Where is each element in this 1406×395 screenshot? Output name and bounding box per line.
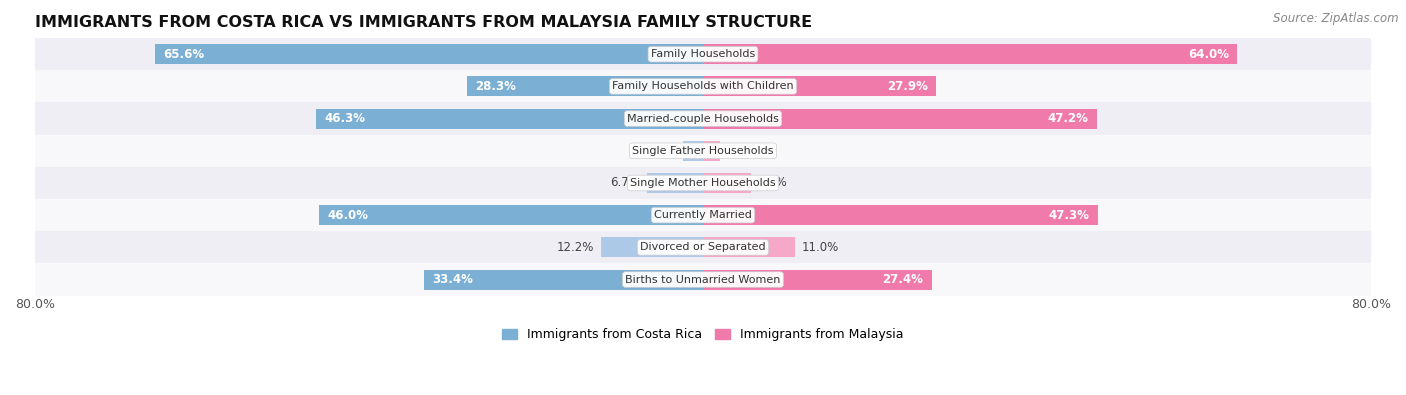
Bar [35, 135, 1371, 167]
Bar [35, 167, 1371, 199]
Text: 12.2%: 12.2% [557, 241, 595, 254]
Bar [703, 76, 936, 96]
Text: 2.0%: 2.0% [727, 144, 756, 157]
Bar [467, 76, 703, 96]
Bar [35, 102, 1371, 135]
Legend: Immigrants from Costa Rica, Immigrants from Malaysia: Immigrants from Costa Rica, Immigrants f… [498, 323, 908, 346]
Text: 28.3%: 28.3% [475, 80, 516, 93]
Bar [703, 237, 794, 257]
Text: Family Households: Family Households [651, 49, 755, 59]
Text: 27.4%: 27.4% [883, 273, 924, 286]
Text: 64.0%: 64.0% [1188, 48, 1229, 61]
Text: 6.7%: 6.7% [610, 177, 640, 190]
Bar [703, 205, 1098, 225]
Text: 46.3%: 46.3% [325, 112, 366, 125]
Bar [425, 269, 703, 290]
Text: Family Households with Children: Family Households with Children [612, 81, 794, 91]
Bar [683, 141, 703, 161]
Text: Single Mother Households: Single Mother Households [630, 178, 776, 188]
Text: Divorced or Separated: Divorced or Separated [640, 243, 766, 252]
Text: 33.4%: 33.4% [433, 273, 474, 286]
Text: 11.0%: 11.0% [801, 241, 839, 254]
Bar [316, 109, 703, 128]
Text: Source: ZipAtlas.com: Source: ZipAtlas.com [1274, 12, 1399, 25]
Bar [35, 70, 1371, 102]
Text: 65.6%: 65.6% [163, 48, 205, 61]
Text: 46.0%: 46.0% [328, 209, 368, 222]
Text: Single Father Households: Single Father Households [633, 146, 773, 156]
Bar [35, 38, 1371, 70]
Bar [703, 173, 751, 193]
Text: 47.2%: 47.2% [1047, 112, 1088, 125]
Bar [703, 269, 932, 290]
Bar [647, 173, 703, 193]
Bar [602, 237, 703, 257]
Bar [35, 231, 1371, 263]
Text: 2.4%: 2.4% [647, 144, 676, 157]
Bar [155, 44, 703, 64]
Bar [319, 205, 703, 225]
Bar [703, 109, 1097, 128]
Bar [703, 44, 1237, 64]
Text: 27.9%: 27.9% [887, 80, 928, 93]
Text: Married-couple Households: Married-couple Households [627, 114, 779, 124]
Bar [703, 141, 720, 161]
Text: Births to Unmarried Women: Births to Unmarried Women [626, 275, 780, 284]
Bar [35, 263, 1371, 295]
Text: IMMIGRANTS FROM COSTA RICA VS IMMIGRANTS FROM MALAYSIA FAMILY STRUCTURE: IMMIGRANTS FROM COSTA RICA VS IMMIGRANTS… [35, 15, 813, 30]
Bar [35, 199, 1371, 231]
Text: Currently Married: Currently Married [654, 210, 752, 220]
Text: 5.7%: 5.7% [758, 177, 787, 190]
Text: 47.3%: 47.3% [1049, 209, 1090, 222]
